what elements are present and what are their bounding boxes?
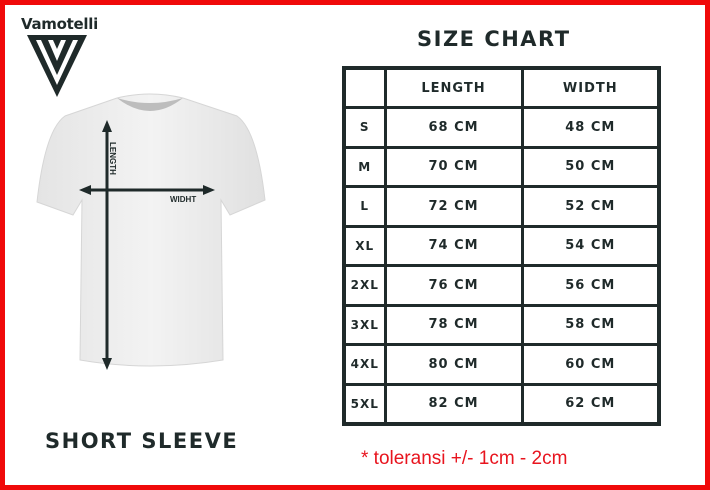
width-cell: 54 CM	[520, 224, 661, 267]
table-row: 3XL 78 CM 58 CM	[342, 303, 661, 346]
length-cell: 80 CM	[383, 343, 524, 386]
size-cell: XL	[342, 224, 387, 267]
length-cell: 78 CM	[383, 303, 524, 346]
brand-logo-icon	[27, 35, 87, 97]
table-row: M 70 CM 50 CM	[342, 145, 661, 188]
table-row: 2XL 76 CM 56 CM	[342, 264, 661, 307]
length-label: LENGTH	[108, 142, 117, 175]
width-cell: 48 CM	[520, 106, 661, 149]
tolerance-note: * toleransi +/- 1cm - 2cm	[361, 448, 568, 469]
garment-title: SHORT SLEEVE	[45, 429, 239, 453]
size-cell: S	[342, 106, 387, 149]
length-cell: 72 CM	[383, 185, 524, 228]
size-cell: 3XL	[342, 303, 387, 346]
table-row: S 68 CM 48 CM	[342, 106, 661, 149]
table-row: 5XL 82 CM 62 CM	[342, 382, 661, 425]
length-cell: 70 CM	[383, 145, 524, 188]
size-chart-title: SIZE CHART	[417, 27, 571, 51]
column-header: WIDTH	[520, 66, 661, 109]
size-cell: 5XL	[342, 382, 387, 425]
size-cell: 4XL	[342, 343, 387, 386]
width-cell: 52 CM	[520, 185, 661, 228]
size-cell: L	[342, 185, 387, 228]
width-label: WIDHT	[170, 195, 197, 204]
length-cell: 82 CM	[383, 382, 524, 425]
brand-name: Vamotelli	[21, 15, 98, 33]
width-cell: 58 CM	[520, 303, 661, 346]
column-header	[342, 66, 387, 109]
table-row: 4XL 80 CM 60 CM	[342, 343, 661, 386]
size-cell: 2XL	[342, 264, 387, 307]
size-cell: M	[342, 145, 387, 188]
size-chart-table: LENGTH WIDTH S 68 CM 48 CM M 70 CM 50 CM …	[342, 66, 661, 426]
table-row: L 72 CM 52 CM	[342, 185, 661, 228]
table-header-row: LENGTH WIDTH	[342, 66, 661, 109]
column-header: LENGTH	[383, 66, 524, 109]
width-cell: 56 CM	[520, 264, 661, 307]
table-row: XL 74 CM 54 CM	[342, 224, 661, 267]
width-cell: 50 CM	[520, 145, 661, 188]
length-cell: 74 CM	[383, 224, 524, 267]
tshirt-illustration	[36, 93, 266, 370]
width-cell: 60 CM	[520, 343, 661, 386]
width-cell: 62 CM	[520, 382, 661, 425]
length-cell: 76 CM	[383, 264, 524, 307]
length-cell: 68 CM	[383, 106, 524, 149]
